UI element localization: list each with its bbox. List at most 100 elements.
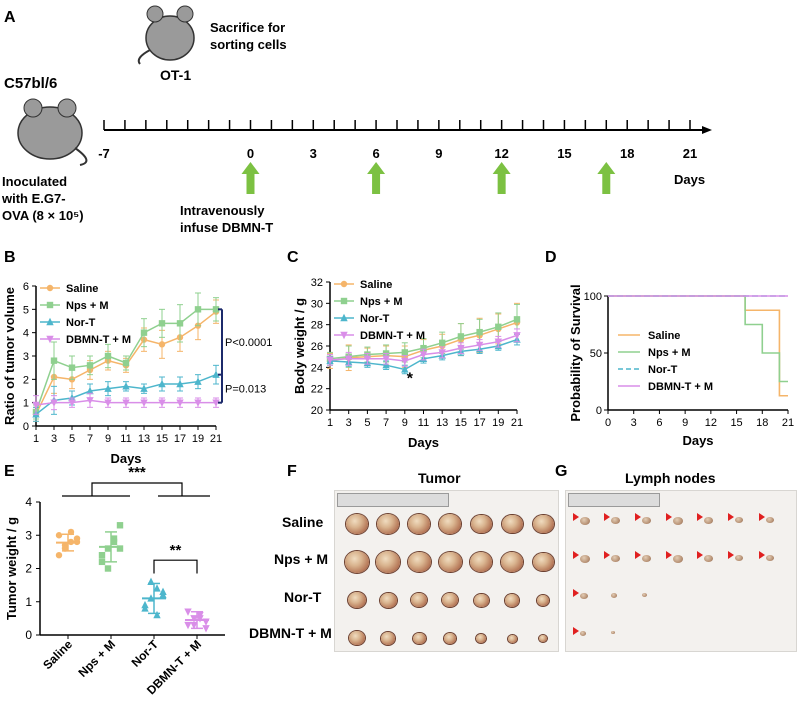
data-point — [55, 532, 63, 539]
sig-bracket — [153, 559, 198, 574]
tumor-specimen — [532, 552, 554, 572]
p-value-annotation: P<0.0001 — [225, 337, 272, 349]
tumor-specimen — [408, 514, 430, 534]
data-point — [194, 377, 202, 385]
tumor-specimen — [501, 514, 523, 534]
x-tick-label: 21 — [210, 433, 222, 445]
x-tick-label: 9 — [682, 417, 688, 429]
x-tick-label: 0 — [605, 417, 611, 429]
data-point — [513, 316, 521, 323]
data-point — [50, 357, 58, 364]
panel-label-c: C — [287, 249, 299, 266]
tumor-photo — [334, 490, 559, 652]
tumor-specimen — [507, 634, 517, 643]
data-point — [153, 584, 161, 592]
data-point — [439, 339, 446, 346]
lymph-node-specimen — [611, 631, 615, 635]
chart-survival: 0 50 100 0 3 6 9 12 15 18 21 Days Probability of Sur… — [568, 284, 794, 448]
x-tick-label: 3 — [346, 417, 352, 429]
tumor-specimen — [470, 552, 492, 572]
tumor-specimen — [345, 551, 369, 573]
lymph-photo — [565, 490, 797, 652]
legend-label: Nor-T — [360, 313, 390, 325]
data-point — [184, 621, 192, 630]
strain-label: C57bl/6 — [4, 75, 57, 92]
data-point — [140, 399, 148, 407]
data-point — [212, 370, 220, 378]
data-point — [176, 379, 184, 388]
legend-label: Nps + M — [66, 300, 108, 312]
y-tick-label: 3 — [25, 528, 32, 542]
x-tick-label: Nps + M — [75, 637, 118, 680]
data-point — [382, 361, 390, 369]
red-arrow-icon — [573, 551, 579, 559]
legend-label: Nps + M — [648, 347, 690, 359]
panel-label-e: E — [4, 463, 15, 480]
x-tick-label: 5 — [364, 417, 370, 429]
ruler — [337, 493, 449, 507]
data-point — [401, 357, 409, 366]
legend-marker — [340, 280, 348, 288]
sacrifice-line2: sorting cells — [210, 37, 287, 52]
red-arrow-icon — [697, 513, 703, 521]
data-point — [116, 522, 124, 529]
x-tick-label: 21 — [511, 417, 523, 429]
tumor-specimen — [476, 634, 486, 643]
data-point — [140, 329, 148, 336]
ruler — [568, 493, 660, 507]
timeline-days-label: Days — [674, 172, 705, 187]
x-tick-label: 9 — [105, 433, 111, 445]
data-point — [104, 545, 112, 552]
data-point — [196, 615, 204, 623]
data-point — [176, 399, 184, 407]
data-point — [476, 328, 483, 336]
x-tick-label: 15 — [455, 417, 467, 429]
data-point — [98, 558, 106, 566]
data-point — [438, 349, 446, 357]
x-tick-label: 1 — [33, 433, 39, 445]
red-arrow-icon — [759, 513, 765, 521]
x-tick-label: 19 — [192, 433, 204, 445]
legend-marker — [46, 317, 54, 326]
tumor-specimen — [381, 632, 395, 645]
data-point — [153, 610, 161, 619]
tumor-specimen — [470, 514, 492, 534]
tumor-specimen — [444, 633, 456, 644]
data-point — [32, 401, 40, 410]
data-point — [104, 384, 112, 392]
data-point — [86, 386, 94, 395]
infuse-line1: Intravenously — [180, 203, 265, 218]
row-label-nort: Nor-T — [284, 589, 322, 605]
data-point — [194, 306, 202, 313]
data-point — [184, 608, 192, 616]
data-point — [212, 399, 220, 407]
y-tick-label: 20 — [311, 405, 323, 417]
tumor-specimen — [532, 514, 554, 534]
panel-label-f: F — [287, 463, 297, 480]
red-arrow-icon — [573, 513, 579, 521]
inoculate-line3: OVA (8 × 10⁵) — [2, 208, 84, 223]
y-tick-label: 2 — [23, 374, 29, 386]
tumor-specimen — [442, 593, 458, 608]
red-arrow-icon — [573, 627, 579, 635]
tumor-specimen — [376, 551, 400, 573]
legend-label: DBMN-T + M — [66, 334, 131, 346]
x-tick-label: 6 — [656, 417, 662, 429]
significance-stars: ** — [170, 542, 182, 559]
data-point — [104, 565, 112, 572]
timeline-tick-label: 18 — [620, 146, 634, 161]
red-arrow-icon — [697, 551, 703, 559]
tumor-specimen — [349, 631, 365, 646]
y-tick-label: 4 — [23, 328, 29, 340]
x-tick-label: 3 — [51, 433, 57, 445]
data-point — [363, 355, 372, 363]
y-tick-label: 1 — [25, 595, 32, 609]
red-arrow-icon — [666, 513, 672, 521]
data-point — [110, 535, 118, 542]
data-point — [158, 399, 166, 407]
infusion-arrow-icon — [367, 162, 386, 194]
legend-label: DBMN-T + M — [648, 381, 713, 393]
